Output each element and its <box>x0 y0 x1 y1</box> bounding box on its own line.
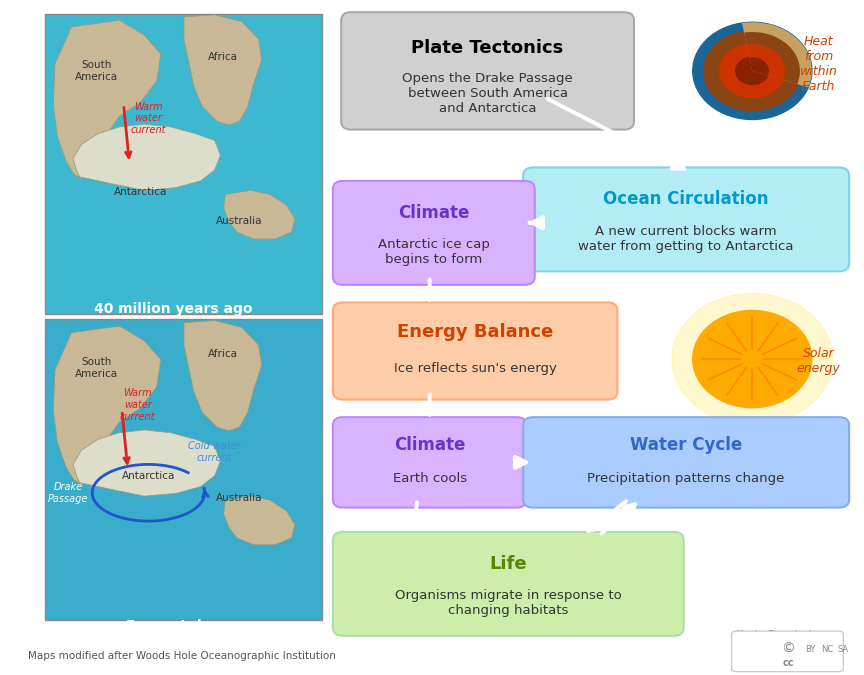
Text: A new current blocks warm
water from getting to Antarctica: A new current blocks warm water from get… <box>578 225 794 252</box>
Text: Climate: Climate <box>398 204 469 221</box>
Text: Climate: Climate <box>394 436 466 454</box>
Polygon shape <box>54 326 161 485</box>
FancyBboxPatch shape <box>45 14 322 314</box>
Text: Warm
water
current: Warm water current <box>130 101 166 135</box>
FancyBboxPatch shape <box>524 167 849 271</box>
Text: Australia: Australia <box>216 493 263 503</box>
Circle shape <box>693 310 812 408</box>
Text: Warm
water
current: Warm water current <box>120 388 156 422</box>
Text: Plate Tectonics: Plate Tectonics <box>411 38 563 57</box>
Text: Maps modified after Woods Hole Oceanographic Institution: Maps modified after Woods Hole Oceanogra… <box>28 651 335 661</box>
Polygon shape <box>73 430 220 496</box>
Circle shape <box>693 22 812 119</box>
Polygon shape <box>224 190 295 239</box>
Text: Life: Life <box>490 555 527 572</box>
Polygon shape <box>184 15 262 125</box>
Polygon shape <box>54 20 161 179</box>
Text: South
America: South America <box>75 357 118 379</box>
Wedge shape <box>742 22 812 88</box>
Text: Opens the Drake Passage
between South America
and Antarctica: Opens the Drake Passage between South Am… <box>403 72 573 115</box>
FancyBboxPatch shape <box>333 302 618 400</box>
FancyBboxPatch shape <box>45 319 322 620</box>
Text: Australia: Australia <box>216 217 263 226</box>
Text: 40 million years ago: 40 million years ago <box>94 302 252 316</box>
Text: Present day: Present day <box>126 620 220 633</box>
Text: NC: NC <box>821 645 833 654</box>
Text: Heat
from
within
Earth: Heat from within Earth <box>799 35 837 93</box>
Wedge shape <box>744 32 800 84</box>
Circle shape <box>720 44 785 98</box>
Wedge shape <box>749 57 769 76</box>
FancyBboxPatch shape <box>524 417 849 508</box>
Polygon shape <box>184 321 262 431</box>
Text: SA: SA <box>838 645 849 654</box>
Circle shape <box>735 57 769 84</box>
Text: Water Cycle: Water Cycle <box>630 436 742 454</box>
Wedge shape <box>746 44 785 80</box>
Polygon shape <box>224 496 295 545</box>
Text: Solar
energy: Solar energy <box>797 347 841 375</box>
FancyBboxPatch shape <box>732 631 843 672</box>
Text: Precipitation patterns change: Precipitation patterns change <box>588 472 785 485</box>
Text: Africa: Africa <box>208 350 238 359</box>
FancyBboxPatch shape <box>333 532 683 636</box>
Text: cc: cc <box>782 658 794 668</box>
Text: BY: BY <box>805 645 816 654</box>
Text: Ocean Circulation: Ocean Circulation <box>603 190 769 208</box>
Text: Organisms migrate in response to
changing habitats: Organisms migrate in response to changin… <box>395 589 622 617</box>
Text: South
America: South America <box>75 60 118 82</box>
FancyBboxPatch shape <box>333 181 535 285</box>
Text: Earth cools: Earth cools <box>392 472 467 485</box>
Text: ©: © <box>781 643 795 656</box>
Circle shape <box>672 294 833 425</box>
Text: Antarctica: Antarctica <box>113 188 167 197</box>
Text: Cold water
current: Cold water current <box>188 441 241 463</box>
Text: Ice reflects sun's energy: Ice reflects sun's energy <box>394 362 556 375</box>
Text: Energy Balance: Energy Balance <box>397 323 553 342</box>
Text: Karla Panchuk: Karla Panchuk <box>736 630 815 639</box>
Polygon shape <box>73 124 220 190</box>
FancyBboxPatch shape <box>341 12 634 130</box>
FancyBboxPatch shape <box>333 417 526 508</box>
Text: Africa: Africa <box>208 53 238 62</box>
Text: Antarctica: Antarctica <box>122 471 175 481</box>
Text: Drake
Passage: Drake Passage <box>48 482 88 504</box>
Circle shape <box>703 31 801 111</box>
Text: Antarctic ice cap
begins to form: Antarctic ice cap begins to form <box>378 238 490 266</box>
